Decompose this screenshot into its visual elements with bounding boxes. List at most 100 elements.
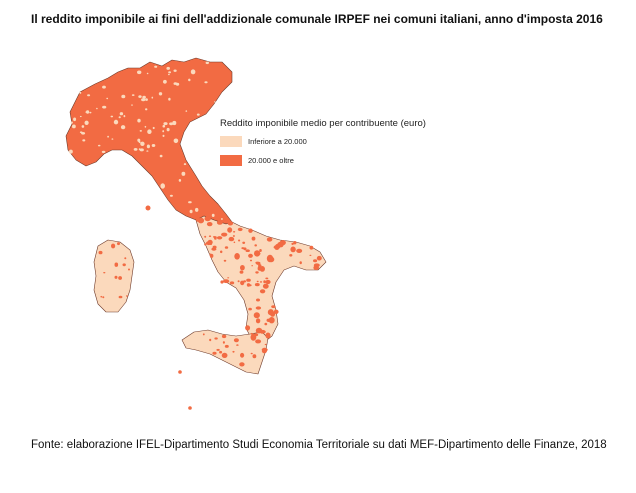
municipality-patch bbox=[118, 116, 121, 119]
municipality-patch bbox=[110, 115, 114, 118]
municipality-patch bbox=[160, 183, 165, 189]
legend-label-high: 20.000 e oltre bbox=[248, 155, 294, 165]
municipality-patch bbox=[146, 144, 150, 149]
municipality-patch bbox=[252, 354, 257, 359]
municipality-patch bbox=[258, 264, 262, 268]
municipality-patch bbox=[243, 247, 247, 251]
municipality-patch bbox=[137, 138, 141, 142]
municipality-patch bbox=[106, 97, 109, 100]
municipality-patch bbox=[79, 115, 82, 118]
municipality-patch bbox=[313, 259, 318, 263]
municipality-patch bbox=[97, 144, 101, 147]
municipality-patch bbox=[213, 236, 216, 238]
municipality-patch bbox=[222, 341, 225, 344]
region-sardinia bbox=[93, 239, 135, 313]
legend-title: Reddito imponibile medio per contribuent… bbox=[220, 118, 426, 129]
municipality-patch bbox=[146, 150, 149, 152]
municipality-patch bbox=[259, 249, 262, 252]
municipality-patch bbox=[162, 124, 166, 128]
municipality-patch bbox=[69, 149, 73, 154]
municipality-patch bbox=[133, 148, 138, 151]
municipality-patch bbox=[101, 150, 106, 154]
municipality-patch bbox=[227, 277, 230, 279]
municipality-patch bbox=[289, 254, 293, 257]
municipality-patch bbox=[102, 85, 106, 89]
region-sicily bbox=[181, 329, 269, 375]
municipality-patch bbox=[103, 272, 106, 274]
municipality-patch bbox=[128, 268, 130, 271]
municipality-patch bbox=[237, 227, 243, 232]
municipality-patch bbox=[118, 295, 123, 299]
municipality-patch bbox=[196, 217, 200, 222]
municipality-patch bbox=[262, 283, 269, 289]
municipality-patch bbox=[206, 222, 213, 227]
municipality-patch bbox=[189, 209, 193, 214]
municipality-patch bbox=[145, 108, 148, 111]
municipality-patch bbox=[145, 98, 148, 101]
municipality-patch bbox=[214, 337, 218, 340]
municipality-patch bbox=[162, 134, 165, 137]
municipality-patch bbox=[208, 235, 212, 237]
municipality-patch bbox=[202, 333, 205, 336]
municipality-patch bbox=[233, 338, 239, 343]
municipality-patch bbox=[102, 296, 105, 299]
municipality-patch bbox=[173, 82, 178, 85]
municipality-patch bbox=[122, 263, 126, 267]
municipality-patch bbox=[73, 117, 77, 122]
municipality-patch bbox=[173, 69, 177, 72]
municipality-patch bbox=[113, 119, 119, 125]
municipality-patch bbox=[209, 243, 212, 245]
municipality-patch bbox=[173, 138, 179, 144]
municipality-patch bbox=[121, 94, 126, 99]
municipality-patch bbox=[84, 120, 89, 126]
municipality-patch bbox=[222, 279, 230, 284]
municipality-patch bbox=[172, 120, 177, 126]
map-title: Il reddito imponibile ai fini dell'addiz… bbox=[31, 12, 603, 26]
municipality-patch bbox=[205, 61, 209, 65]
municipality-patch bbox=[229, 281, 235, 285]
municipality-patch bbox=[131, 104, 133, 106]
municipality-patch bbox=[270, 311, 276, 317]
municipality-patch bbox=[96, 107, 98, 110]
municipality-patch bbox=[233, 241, 236, 244]
municipality-patch bbox=[269, 239, 271, 241]
municipality-patch bbox=[265, 279, 271, 285]
municipality-patch bbox=[168, 71, 172, 74]
municipality-patch bbox=[178, 179, 182, 182]
municipality-patch bbox=[181, 171, 186, 176]
municipality-patch bbox=[216, 220, 223, 225]
municipality-patch bbox=[255, 306, 262, 310]
municipality-patch bbox=[248, 228, 253, 233]
municipality-patch bbox=[144, 125, 147, 128]
municipality-patch bbox=[107, 135, 109, 138]
municipality-patch bbox=[138, 95, 142, 98]
municipality-patch bbox=[188, 201, 192, 204]
municipality-patch bbox=[216, 236, 223, 240]
municipality-patch bbox=[293, 241, 297, 245]
municipality-patch bbox=[256, 298, 260, 302]
municipality-patch bbox=[169, 194, 173, 197]
municipality-patch bbox=[102, 105, 107, 109]
municipality-patch bbox=[140, 141, 145, 146]
municipality-patch bbox=[138, 148, 141, 151]
municipality-patch bbox=[253, 312, 260, 319]
municipality-patch bbox=[86, 110, 90, 114]
municipality-patch bbox=[256, 280, 259, 283]
municipality-patch bbox=[117, 242, 120, 246]
municipality-patch bbox=[111, 138, 114, 140]
municipality-patch bbox=[228, 236, 235, 242]
municipality-patch bbox=[98, 250, 103, 255]
municipality-patch bbox=[240, 265, 245, 271]
municipality-patch bbox=[188, 78, 191, 82]
municipality-patch bbox=[139, 130, 142, 132]
municipality-patch bbox=[163, 122, 168, 126]
municipality-patch bbox=[146, 72, 149, 75]
municipality-patch bbox=[166, 127, 170, 132]
municipality-patch bbox=[264, 343, 267, 346]
legend-item-high: 20.000 e oltre bbox=[220, 154, 426, 166]
municipality-patch bbox=[137, 118, 141, 123]
municipality-patch bbox=[166, 66, 170, 70]
municipality-patch bbox=[79, 131, 83, 134]
municipality-patch bbox=[131, 94, 135, 96]
region-south bbox=[195, 215, 327, 345]
